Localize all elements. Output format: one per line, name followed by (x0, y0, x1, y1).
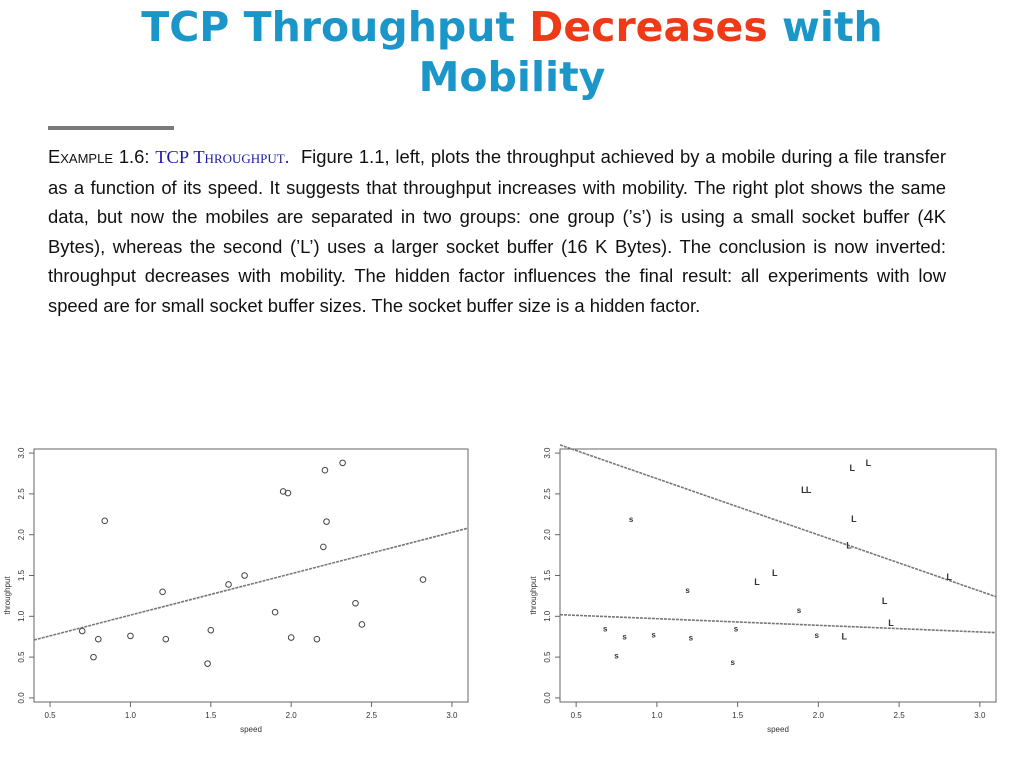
data-point-small-buffer: s (614, 651, 619, 660)
y-tick-label: 3.0 (17, 447, 26, 459)
data-point (358, 621, 366, 628)
data-point-small-buffer: s (622, 633, 627, 642)
x-tick-label: 2.5 (366, 711, 378, 720)
plot-frame (559, 448, 997, 703)
data-point (127, 632, 134, 640)
data-point-large-buffer: L (772, 568, 778, 578)
example-topic: TCP Throughput. (155, 147, 290, 167)
x-tick-label: 0.5 (45, 711, 57, 720)
x-tick-label: 2.0 (286, 711, 298, 720)
data-point-large-buffer: L (801, 485, 807, 495)
data-point-small-buffer: s (734, 625, 739, 634)
y-axis-label: throughput (3, 576, 12, 615)
data-point (323, 518, 330, 525)
title-line2: Mobility (418, 53, 606, 101)
data-point (313, 635, 321, 643)
y-tick-label: 1.0 (543, 610, 552, 622)
data-point (225, 581, 232, 588)
x-tick-label: 1.5 (205, 711, 217, 720)
x-axis-label: speed (767, 725, 789, 734)
example-label: Example 1.6: (48, 146, 150, 167)
y-tick-label: 0.0 (543, 692, 552, 704)
y-tick-label: 3.0 (543, 447, 552, 459)
data-point (419, 576, 427, 583)
data-point (352, 599, 359, 607)
data-point-small-buffer: s (731, 658, 736, 667)
data-point-large-buffer: L (882, 596, 888, 606)
x-tick-label: 1.0 (651, 711, 663, 720)
data-point-small-buffer: s (797, 606, 802, 615)
plot-frame (33, 448, 469, 703)
regression-line (559, 613, 997, 634)
slide-title: TCP Throughput Decreases with Mobility (0, 2, 1024, 102)
data-point (320, 543, 327, 551)
data-point-small-buffer: s (651, 630, 656, 639)
data-point-large-buffer: L (888, 618, 894, 628)
data-point (90, 653, 97, 661)
x-tick-label: 2.0 (813, 711, 825, 720)
data-point (94, 635, 102, 643)
regression-line (559, 444, 997, 598)
y-tick-label: 0.5 (17, 651, 26, 663)
data-point-small-buffer: s (685, 586, 690, 595)
data-point (204, 660, 211, 667)
data-point (271, 608, 279, 616)
y-tick-label: 2.5 (543, 488, 552, 500)
y-tick-label: 0.5 (543, 651, 552, 663)
y-tick-label: 1.0 (17, 610, 26, 622)
data-point (207, 626, 215, 634)
title-highlight: Decreases (529, 3, 768, 51)
x-tick-label: 3.0 (974, 711, 986, 720)
title-part2: with (767, 3, 883, 51)
y-tick-label: 1.5 (17, 569, 26, 581)
right-scatter-plot: 0.5 1.0 1.5 2.0 2.5 3.0 0.0 0.5 1.0 1.5 2.0 2.5 3.0 s… (529, 444, 997, 734)
data-point (159, 588, 166, 596)
y-tick-label: 1.5 (543, 569, 552, 581)
data-point-small-buffer: s (629, 515, 634, 524)
data-point-large-buffer: L (946, 572, 952, 582)
data-point-large-buffer: L (806, 485, 812, 495)
regression-line (33, 527, 469, 641)
data-point (321, 466, 329, 474)
data-point-small-buffer: s (689, 634, 694, 643)
y-axis-label: throughput (529, 576, 538, 615)
header-rule (48, 126, 174, 130)
y-tick-label: 2.5 (17, 488, 26, 500)
left-scatter-plot: 0.5 1.0 1.5 2.0 2.5 3.0 0.0 0.5 1.0 1.5 2.0 2.5 3.0 s… (3, 447, 469, 734)
data-point-large-buffer: L (851, 514, 857, 524)
example-body: Figure 1.1, left, plots the throughput a… (48, 146, 946, 316)
data-point-large-buffer: L (754, 577, 760, 587)
x-tick-label: 1.0 (125, 711, 137, 720)
x-tick-label: 1.5 (732, 711, 744, 720)
y-tick-label: 0.0 (17, 692, 26, 704)
data-point-large-buffer: L (841, 632, 847, 642)
y-tick-label: 2.0 (17, 529, 26, 541)
data-point (284, 489, 292, 497)
title-part1: TCP Throughput (141, 3, 530, 51)
data-point (287, 634, 295, 641)
data-point (78, 627, 86, 635)
x-axis-label: speed (240, 725, 262, 734)
data-point (339, 459, 346, 467)
data-point-small-buffer: s (603, 625, 608, 634)
y-tick-label: 2.0 (543, 529, 552, 541)
data-point-large-buffer: L (846, 540, 852, 550)
data-point (241, 572, 248, 579)
example-text: Example 1.6: TCP Throughput. Figure 1.1,… (48, 142, 946, 321)
data-point-large-buffer: L (866, 458, 872, 468)
data-point (162, 635, 170, 643)
x-tick-label: 3.0 (446, 711, 458, 720)
data-point-large-buffer: L (850, 463, 856, 473)
data-point (101, 517, 109, 525)
x-tick-label: 0.5 (571, 711, 583, 720)
data-point-small-buffer: s (815, 631, 820, 640)
x-tick-label: 2.5 (894, 711, 906, 720)
